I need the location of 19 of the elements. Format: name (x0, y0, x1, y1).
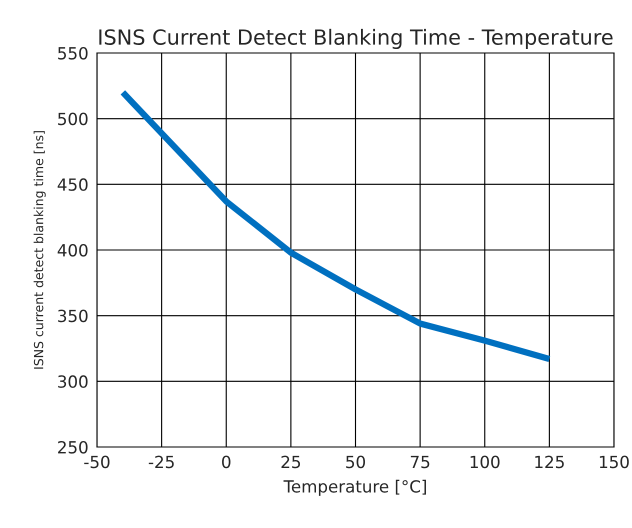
x-tick-label: 50 (346, 456, 365, 468)
y-tick-label: 550 (58, 46, 88, 60)
x-tick-label: -50 (84, 456, 110, 468)
y-tick-label: 250 (58, 440, 88, 454)
x-tick-label: 25 (281, 456, 300, 468)
y-tick-label: 500 (58, 112, 88, 126)
x-tick-label: 75 (410, 456, 430, 468)
x-tick-label: 150 (600, 456, 629, 468)
y-tick-label: 400 (58, 244, 88, 257)
y-axis-title: ISNS current detect blanking time [ns] (34, 131, 46, 369)
x-tick-label: 100 (470, 456, 500, 468)
x-axis-title: Temperature [°C] (284, 480, 426, 496)
x-tick-label: 125 (535, 456, 564, 468)
x-tick-label: 0 (222, 456, 230, 468)
y-tick-label: 450 (58, 178, 88, 191)
chart-title: ISNS Current Detect Blanking Time - Temperature (99, 28, 613, 49)
y-tick-label: 350 (58, 310, 88, 322)
x-tick-label: -25 (148, 456, 174, 468)
y-tick-label: 300 (58, 375, 88, 388)
